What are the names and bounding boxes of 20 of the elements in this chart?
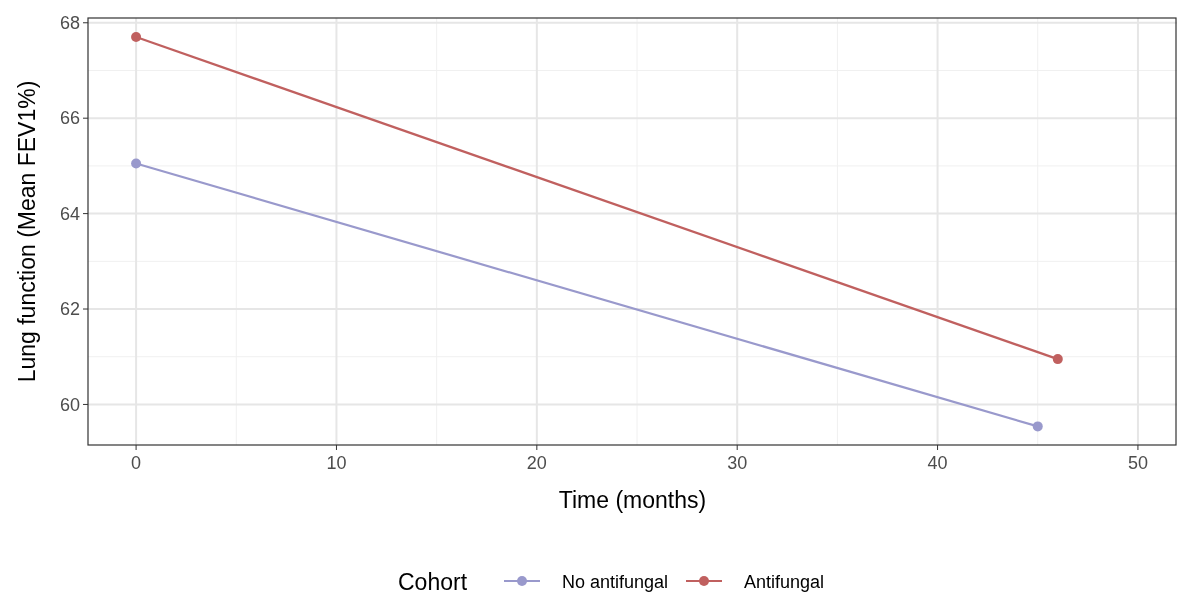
y-tick-label: 60 [59, 394, 80, 415]
point [131, 158, 142, 169]
x-tick-label: 40 [927, 453, 948, 473]
legend-label: No antifungal [562, 572, 669, 592]
y-tick-label: 68 [59, 13, 80, 34]
x-tick-label: 20 [526, 453, 547, 473]
y-tick-label: 62 [59, 299, 80, 320]
x-tick-label: 10 [326, 453, 347, 473]
legend-title: Cohort [398, 569, 468, 594]
legend-label: Antifungal [744, 572, 825, 592]
point [1052, 354, 1063, 365]
point [131, 32, 142, 43]
x-axis-title: Time (months) [558, 487, 707, 513]
point [1032, 421, 1043, 432]
y-axis-title: Lung function (Mean FEV1%) [14, 80, 40, 383]
y-tick-label: 64 [59, 203, 80, 224]
x-tick-label: 50 [1127, 453, 1148, 473]
y-tick-label: 66 [59, 108, 80, 129]
x-tick-label: 30 [727, 453, 748, 473]
x-tick-label: 0 [131, 453, 142, 473]
